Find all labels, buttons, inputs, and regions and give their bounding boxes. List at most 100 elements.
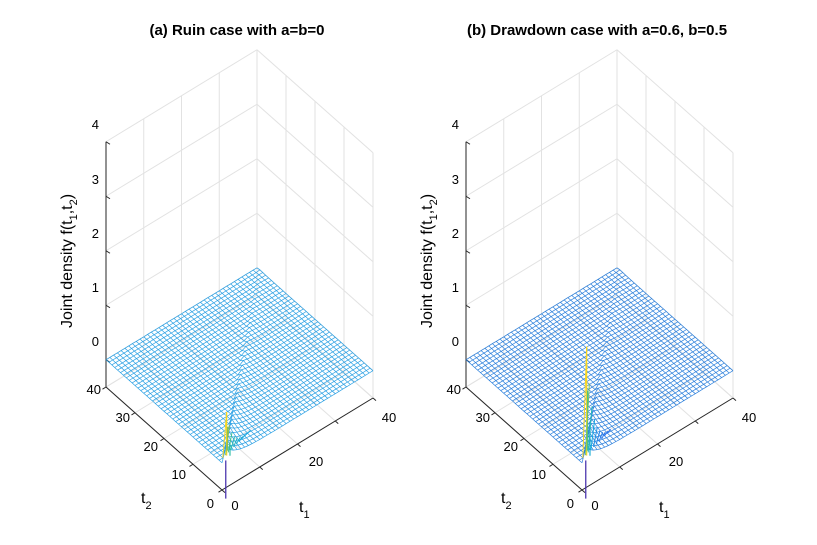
mesh-line	[515, 311, 667, 404]
mesh-line	[185, 311, 302, 415]
mesh-line	[230, 283, 347, 388]
y-tick-mark	[131, 412, 136, 416]
z-tick-mark	[465, 141, 471, 145]
peak-strand	[233, 437, 238, 448]
y-tick-mark	[549, 463, 554, 467]
mesh-line	[111, 272, 263, 366]
y-tick: 10	[532, 467, 546, 482]
y-tick: 0	[207, 496, 214, 511]
y-tick-mark	[102, 386, 107, 390]
grid-line	[494, 320, 647, 414]
x-tick-mark	[619, 466, 624, 470]
mesh-line	[548, 308, 666, 413]
y-tick-mark	[491, 412, 496, 416]
z-tick: 3	[452, 172, 459, 187]
peak-strand	[598, 431, 604, 442]
mesh-line	[597, 279, 715, 383]
peak-strand	[238, 436, 244, 442]
y-tick-mark	[520, 438, 525, 442]
y-tick: 20	[504, 439, 518, 454]
mesh-line	[207, 297, 325, 401]
y-tick: 0	[567, 496, 574, 511]
mesh-line	[155, 311, 307, 404]
mesh-line	[582, 288, 700, 392]
mesh-line	[518, 313, 670, 407]
mesh-line	[491, 290, 644, 384]
mesh-line	[234, 281, 351, 385]
mesh-line	[497, 295, 650, 389]
mesh-line	[117, 277, 269, 371]
z-tick: 4	[452, 117, 459, 132]
mesh-line	[196, 304, 313, 408]
mesh-line	[105, 267, 258, 361]
z-tick-mark	[105, 195, 111, 200]
peak-strand	[235, 437, 241, 445]
mesh-line	[520, 316, 673, 409]
z-axis-label: Joint density f(t1,t2)	[419, 194, 440, 328]
surface-peak	[222, 411, 252, 499]
y-axis-label: t2	[501, 490, 512, 512]
peak-strand	[593, 426, 598, 448]
y-tick: 30	[116, 410, 130, 425]
mesh-line	[465, 267, 618, 361]
mesh-line	[506, 303, 658, 397]
x-tick: 0	[591, 498, 598, 513]
z-tick: 1	[452, 280, 459, 295]
peak-strand	[230, 436, 236, 450]
mesh-line	[601, 276, 719, 381]
mesh-line	[477, 277, 629, 371]
mesh-line	[469, 357, 587, 459]
x-tick-mark	[694, 420, 699, 424]
z-tick-mark	[105, 250, 111, 254]
peak-strand	[590, 419, 596, 450]
mesh-line	[616, 267, 734, 371]
y-tick: 10	[172, 467, 186, 482]
z-tick: 0	[452, 334, 459, 349]
z-tick: 2	[92, 226, 99, 241]
mesh-line	[109, 357, 227, 459]
peak-strand	[603, 430, 609, 437]
peak-strand	[587, 406, 593, 453]
panel-title: (a) Ruin case with a=b=0	[149, 22, 324, 39]
x-tick: 20	[669, 454, 683, 469]
axes	[102, 141, 377, 493]
z-tick: 3	[92, 172, 99, 187]
mesh-line	[222, 288, 340, 392]
x-tick-mark	[297, 443, 301, 447]
x-tick-mark	[372, 397, 377, 401]
z-tick-mark	[465, 250, 471, 254]
mesh-line	[590, 283, 707, 388]
peak-strand	[595, 430, 601, 445]
mesh-line	[489, 288, 641, 381]
mesh-line	[131, 290, 284, 384]
surface-mesh	[105, 267, 374, 464]
mesh-line	[245, 274, 362, 378]
x-axis-label: t1	[659, 499, 670, 521]
x-tick-mark	[732, 397, 737, 401]
y-tick-mark	[218, 489, 223, 493]
mesh-line	[211, 295, 328, 399]
peak-strand	[606, 428, 612, 434]
mesh-line	[500, 298, 652, 391]
mesh-line	[108, 269, 261, 363]
mesh-line	[575, 292, 692, 397]
x-tick-mark	[259, 466, 264, 470]
peak-strand	[585, 383, 590, 456]
mesh-line	[129, 288, 281, 381]
panel-b: (b) Drawdown case with a=0.6, b=0.5 0 1 …	[419, 22, 756, 521]
x-tick: 40	[382, 410, 396, 425]
x-tick-mark	[334, 420, 339, 424]
peak-strand	[601, 431, 606, 440]
peak-strand	[582, 346, 588, 458]
z-axis-label: Joint density f(t1,t2)	[59, 194, 80, 328]
mesh-line	[219, 290, 336, 394]
mesh-line	[571, 295, 688, 399]
mesh-line	[192, 306, 310, 411]
mesh-line	[160, 316, 313, 409]
x-tick: 20	[309, 454, 323, 469]
mesh-line	[579, 290, 696, 394]
mesh-line	[512, 308, 664, 402]
mesh-line	[241, 276, 359, 381]
mesh-line	[237, 279, 355, 383]
